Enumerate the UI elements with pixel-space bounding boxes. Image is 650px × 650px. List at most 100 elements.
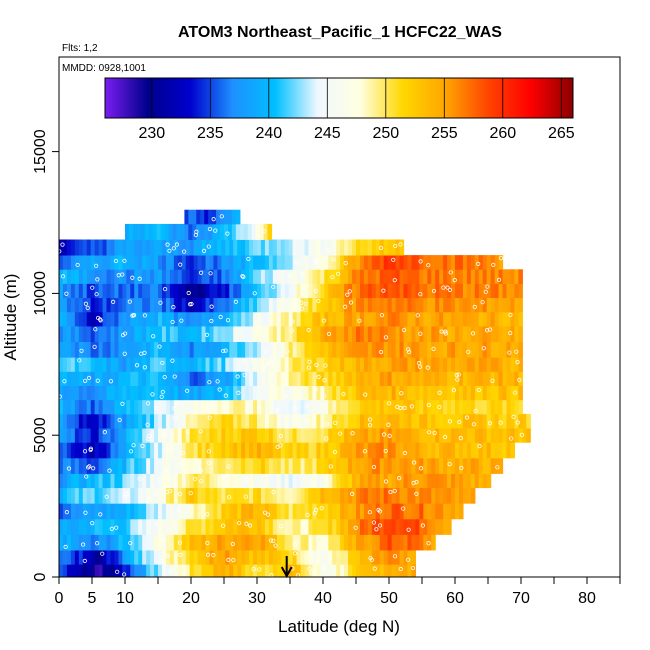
heatmap-cell — [138, 326, 143, 343]
heatmap-cell — [260, 457, 266, 474]
heatmap-cell — [328, 413, 333, 429]
heatmap-cell — [110, 550, 116, 565]
heatmap-cell — [158, 269, 163, 284]
sample-point — [491, 262, 496, 267]
heatmap-cell — [74, 255, 80, 270]
heatmap-cell — [118, 442, 123, 459]
heatmap-cell — [146, 297, 151, 313]
heatmap-cell — [106, 473, 112, 489]
heatmap-cell — [257, 503, 262, 520]
heatmap-cell — [439, 255, 444, 270]
heatmap-cell — [70, 503, 76, 520]
heatmap-cell — [74, 357, 80, 372]
heatmap-cell — [130, 457, 135, 474]
heatmap-cell — [110, 385, 116, 401]
heatmap-cell — [126, 428, 131, 443]
heatmap-cell — [98, 341, 104, 358]
heatmap-cell — [74, 534, 80, 551]
heatmap-cell — [352, 534, 357, 551]
heatmap-cell — [490, 311, 496, 327]
heatmap-cell — [312, 283, 317, 299]
heatmap-cell — [197, 239, 203, 256]
heatmap-cell — [217, 283, 222, 299]
heatmap-cell — [494, 371, 500, 386]
heatmap-cell — [134, 399, 139, 415]
heatmap-cell — [229, 550, 234, 565]
heatmap-cell — [225, 473, 230, 489]
heatmap-cell — [70, 255, 76, 270]
heatmap-cell — [114, 311, 119, 327]
heatmap-cell — [66, 473, 72, 489]
sample-point — [511, 414, 516, 419]
colorbar-rect — [104, 77, 574, 119]
heatmap-cell — [482, 357, 488, 372]
sample-point — [186, 290, 191, 296]
heatmap-cell — [201, 399, 207, 415]
sample-point — [223, 393, 228, 398]
heatmap-cell — [439, 283, 444, 299]
heatmap-cell — [458, 311, 464, 327]
heatmap-cell — [165, 255, 171, 270]
heatmap-cell — [257, 413, 262, 429]
heatmap-cell — [66, 457, 72, 474]
heatmap-cell — [82, 413, 88, 429]
heatmap-cell — [110, 518, 116, 535]
heatmap-cell — [217, 341, 222, 358]
heatmap-cell — [514, 428, 519, 443]
heatmap-cell — [94, 487, 100, 504]
heatmap-cell — [200, 223, 205, 240]
heatmap-cell — [169, 371, 175, 386]
heatmap-cell — [66, 283, 72, 299]
heatmap-cell — [288, 385, 294, 401]
heatmap-cell — [383, 311, 389, 327]
heatmap-cell — [312, 550, 317, 565]
heatmap-cell — [506, 283, 512, 299]
heatmap-cell — [249, 399, 254, 415]
down-arrow-marker — [280, 556, 293, 579]
heatmap-cell — [142, 311, 147, 327]
sample-point — [95, 541, 100, 546]
heatmap-cell — [371, 487, 377, 504]
heatmap-cell — [173, 255, 179, 270]
heatmap-cell — [423, 371, 428, 386]
heatmap-cell — [300, 239, 306, 256]
heatmap-cell — [470, 269, 476, 284]
heatmap-cell — [308, 442, 314, 459]
heatmap-cell — [90, 341, 96, 358]
heatmap-cell — [359, 341, 365, 358]
heatmap-cell — [490, 442, 496, 459]
heatmap-cell — [165, 518, 171, 535]
sample-point — [372, 566, 377, 571]
heatmap-cell — [383, 413, 389, 429]
heatmap-cell — [225, 255, 230, 270]
heatmap-cell — [308, 255, 314, 270]
sample-point — [221, 475, 226, 481]
heatmap-cell — [439, 518, 444, 535]
colorbar-tick-label: 255 — [431, 125, 458, 142]
heatmap-cell — [304, 503, 310, 520]
heatmap-cell — [130, 371, 135, 386]
heatmap-cell — [296, 413, 302, 429]
heatmap-cell — [253, 534, 258, 551]
sample-point — [426, 263, 431, 268]
heatmap-cell — [451, 473, 456, 489]
heatmap-cell — [379, 564, 385, 577]
heatmap-cell — [288, 341, 294, 358]
heatmap-cell — [352, 457, 357, 474]
heatmap-cell — [138, 518, 143, 535]
heatmap-cell — [383, 239, 389, 256]
heatmap-cell — [225, 297, 230, 313]
heatmap-cell — [375, 283, 381, 299]
heatmap-cell — [395, 283, 401, 299]
heatmap-cell — [411, 385, 416, 401]
heatmap-cell — [82, 518, 88, 535]
heatmap-cell — [383, 357, 389, 372]
heatmap-cell — [106, 487, 112, 504]
heatmap-cell — [193, 357, 199, 372]
heatmap-cell — [249, 487, 254, 504]
heatmap-cell — [268, 457, 274, 474]
heatmap-cell — [106, 442, 112, 459]
sample-point — [160, 536, 165, 542]
heatmap-cell — [387, 413, 393, 429]
heatmap-cell — [177, 255, 183, 270]
